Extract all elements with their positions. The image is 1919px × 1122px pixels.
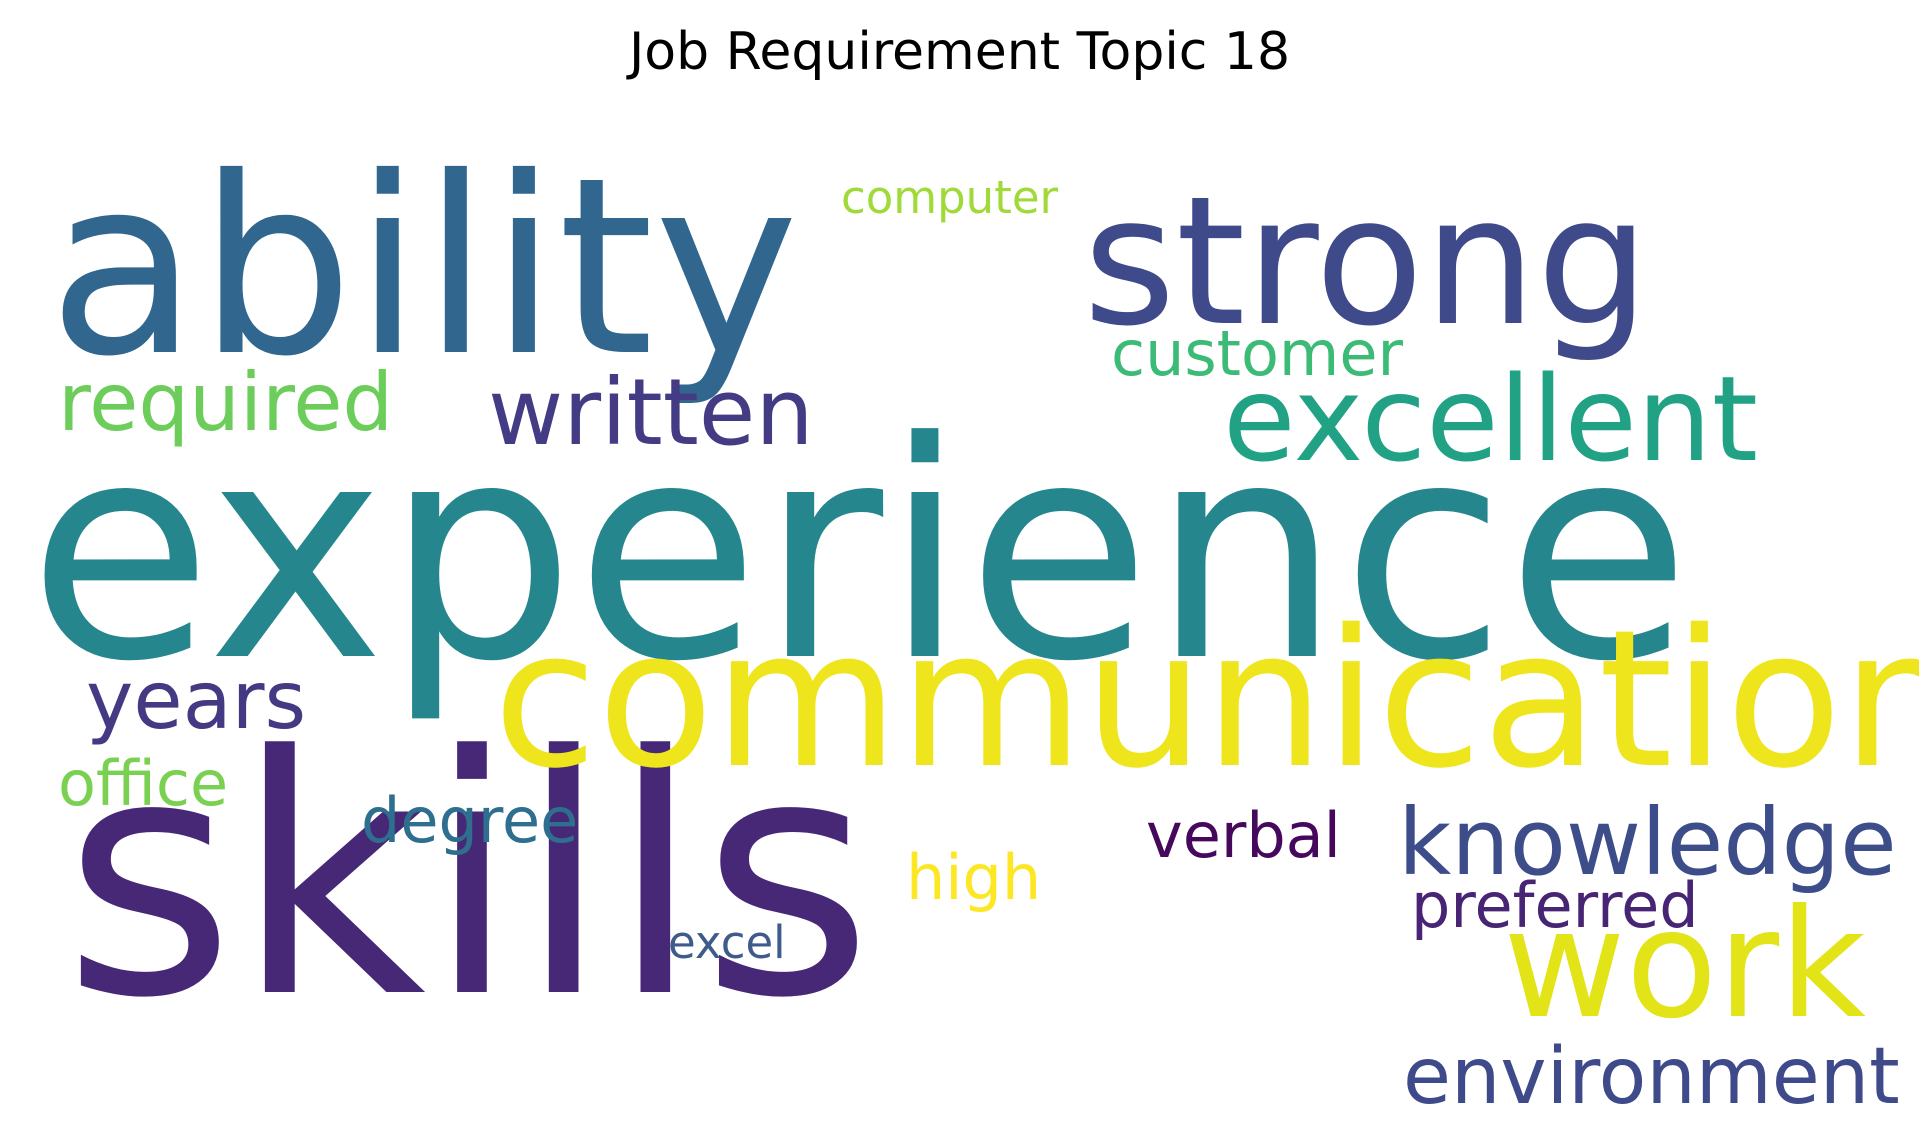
word-verbal: verbal <box>1146 799 1341 872</box>
word-cloud: experience ability skills communication … <box>18 85 1919 1116</box>
word-experience: experience <box>28 378 1691 727</box>
word-computer: computer <box>841 171 1059 224</box>
word-ability: ability <box>48 125 799 410</box>
figure-title: Job Requirement Topic 18 <box>628 22 1291 82</box>
word-excellent: excellent <box>1223 350 1758 488</box>
word-degree: degree <box>361 784 579 857</box>
word-written: written <box>488 359 814 466</box>
word-required: required <box>58 356 394 449</box>
word-customer: customer <box>1111 317 1403 390</box>
word-environment: environment <box>1403 1032 1900 1122</box>
word-communication: communication <box>493 589 1919 810</box>
word-work: work <box>1503 878 1866 1052</box>
word-skills: skills <box>63 686 874 1070</box>
word-knowledge: knowledge <box>1398 789 1897 896</box>
word-excel: excel <box>668 916 786 969</box>
word-office: office <box>58 747 229 820</box>
word-strong: strong <box>1083 158 1650 365</box>
word-years: years <box>86 654 307 747</box>
word-high: high <box>906 841 1042 914</box>
word-preferred: preferred <box>1411 869 1699 942</box>
wordcloud-figure: Job Requirement Topic 18 experience abil… <box>18 22 1919 1116</box>
